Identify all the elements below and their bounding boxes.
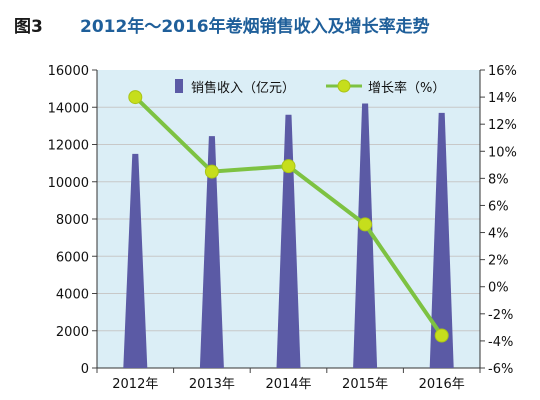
left-tick-label: 12000 xyxy=(48,139,89,154)
x-tick-label: 2013年 xyxy=(189,377,235,392)
legend-bar-label: 销售收入（亿元） xyxy=(191,80,295,96)
right-tick-label: 10% xyxy=(488,145,517,160)
bar xyxy=(353,103,378,369)
legend-bar-swatch xyxy=(175,79,183,93)
left-tick-label: 16000 xyxy=(48,64,89,79)
bar xyxy=(276,114,301,368)
left-tick-label: 4000 xyxy=(56,288,89,303)
left-tick-label: 8000 xyxy=(56,213,89,228)
bar xyxy=(199,136,224,368)
right-tick-label: 0% xyxy=(488,281,509,296)
x-tick-label: 2014年 xyxy=(265,377,311,392)
x-tick-label: 2016年 xyxy=(419,377,465,392)
legend-line-label: 增长率（%） xyxy=(368,80,445,96)
right-tick-label: 12% xyxy=(488,118,517,133)
legend: 销售收入（亿元） 增长率（%） xyxy=(175,79,445,96)
x-tick-label: 2015年 xyxy=(342,377,388,392)
bar xyxy=(123,153,148,368)
left-tick-label: 6000 xyxy=(56,250,89,265)
left-tick-label: 0 xyxy=(81,362,89,377)
legend-line-marker xyxy=(337,79,351,93)
bar xyxy=(429,112,454,369)
right-tick-label: 8% xyxy=(488,172,509,187)
right-tick-label: 16% xyxy=(488,64,517,79)
right-tick-label: -4% xyxy=(488,335,513,350)
right-tick-label: 14% xyxy=(488,91,517,106)
line-point xyxy=(204,164,219,179)
right-tick-label: 4% xyxy=(488,227,509,242)
line-point xyxy=(128,90,143,105)
figure-label: 图3 xyxy=(14,17,43,37)
left-tick-label: 10000 xyxy=(48,176,89,191)
line-point xyxy=(281,159,296,174)
x-tick-label: 2012年 xyxy=(112,377,158,392)
right-tick-label: 6% xyxy=(488,199,509,214)
line-point xyxy=(434,328,449,343)
left-tick-label: 14000 xyxy=(48,101,89,116)
right-tick-label: -6% xyxy=(488,362,513,377)
right-tick-label: 2% xyxy=(488,254,509,269)
line-point xyxy=(358,217,373,232)
chart-title: 2012年～2016年卷烟销售收入及增长率走势 xyxy=(80,17,430,37)
right-tick-label: -2% xyxy=(488,308,513,323)
left-tick-label: 2000 xyxy=(56,325,89,340)
